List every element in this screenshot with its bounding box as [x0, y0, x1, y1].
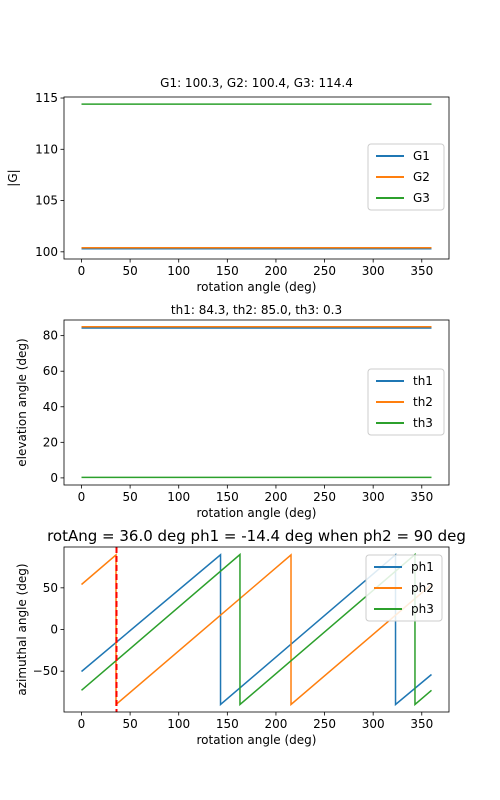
y-tick-label: 115: [35, 91, 58, 105]
y-tick-label: 50: [43, 581, 58, 595]
y-tick-label: 20: [43, 435, 58, 449]
y-tick-label: 100: [35, 245, 58, 259]
chart-2: th1: 84.3, th2: 85.0, th3: 0.3 0 50 100 150 2…: [15, 303, 450, 520]
x-tick-label: 250: [313, 264, 336, 278]
x-tick-label: 100: [167, 490, 190, 504]
y-axis-label: elevation angle (deg): [15, 338, 29, 466]
legend-label-ph2: ph2: [411, 581, 434, 595]
y-tick-label: 80: [43, 329, 58, 343]
x-axis-label: rotation angle (deg): [197, 506, 317, 520]
chart-3: rotAng = 36.0 deg ph1 = -14.4 deg when p…: [15, 527, 466, 747]
legend-label-G3: G3: [413, 191, 430, 205]
plot-frame: [63, 319, 450, 486]
y-tick-label: 110: [35, 142, 58, 156]
x-tick-label: 150: [216, 490, 239, 504]
y-tick-label: 40: [43, 400, 58, 414]
x-tick-label: 200: [264, 264, 287, 278]
legend-label-th1: th1: [413, 374, 433, 388]
x-tick-label: 150: [216, 264, 239, 278]
x-tick-label: 350: [410, 717, 433, 731]
legend-label-ph3: ph3: [411, 602, 434, 616]
x-axis-label: rotation angle (deg): [197, 280, 317, 294]
x-tick-label: 250: [313, 717, 336, 731]
x-tick-label: 50: [122, 490, 137, 504]
legend-label-G2: G2: [413, 170, 430, 184]
x-tick-label: 50: [122, 264, 137, 278]
x-tick-label: 300: [362, 717, 385, 731]
chart-title: G1: 100.3, G2: 100.4, G3: 114.4: [160, 76, 353, 90]
x-tick-label: 0: [78, 264, 86, 278]
x-tick-label: 50: [122, 717, 137, 731]
y-tick-label: 60: [43, 364, 58, 378]
x-tick-label: 300: [362, 264, 385, 278]
legend-label-ph1: ph1: [411, 560, 434, 574]
y-axis-label: |G|: [6, 169, 20, 186]
y-tick-label: −50: [33, 664, 58, 678]
x-tick-label: 0: [78, 717, 86, 731]
y-axis-label: azimuthal angle (deg): [15, 563, 29, 695]
legend-label-th2: th2: [413, 395, 433, 409]
x-tick-label: 100: [167, 717, 190, 731]
x-tick-label: 150: [216, 717, 239, 731]
x-tick-label: 0: [78, 490, 86, 504]
y-tick-label: 105: [35, 194, 58, 208]
legend: G1 G2 G3: [367, 143, 445, 211]
x-tick-label: 200: [264, 717, 287, 731]
legend-box: [365, 554, 443, 622]
x-tick-label: 250: [313, 490, 336, 504]
series-line-ph1: [81, 553, 432, 707]
legend-label-th3: th3: [413, 416, 433, 430]
chart-1: G1: 100.3, G2: 100.4, G3: 114.4 0 50 100 150…: [6, 76, 450, 294]
x-tick-label: 100: [167, 264, 190, 278]
legend: ph1 ph2 ph3: [365, 554, 443, 622]
y-tick-label: 0: [50, 471, 58, 485]
y-tick-label: 0: [50, 623, 58, 637]
x-tick-label: 350: [410, 264, 433, 278]
series-line-ph2: [81, 553, 432, 707]
plot-frame: [63, 96, 450, 260]
legend-label-G1: G1: [413, 149, 430, 163]
legend-box: [367, 143, 445, 211]
x-tick-label: 300: [362, 490, 385, 504]
x-tick-label: 200: [264, 490, 287, 504]
chart-title: rotAng = 36.0 deg ph1 = -14.4 deg when p…: [47, 527, 466, 545]
chart-title: th1: 84.3, th2: 85.0, th3: 0.3: [171, 303, 342, 317]
x-tick-label: 350: [410, 490, 433, 504]
series-line-ph3: [81, 552, 432, 707]
legend-box: [367, 368, 445, 436]
legend: th1 th2 th3: [367, 368, 445, 436]
x-axis-label: rotation angle (deg): [197, 733, 317, 747]
